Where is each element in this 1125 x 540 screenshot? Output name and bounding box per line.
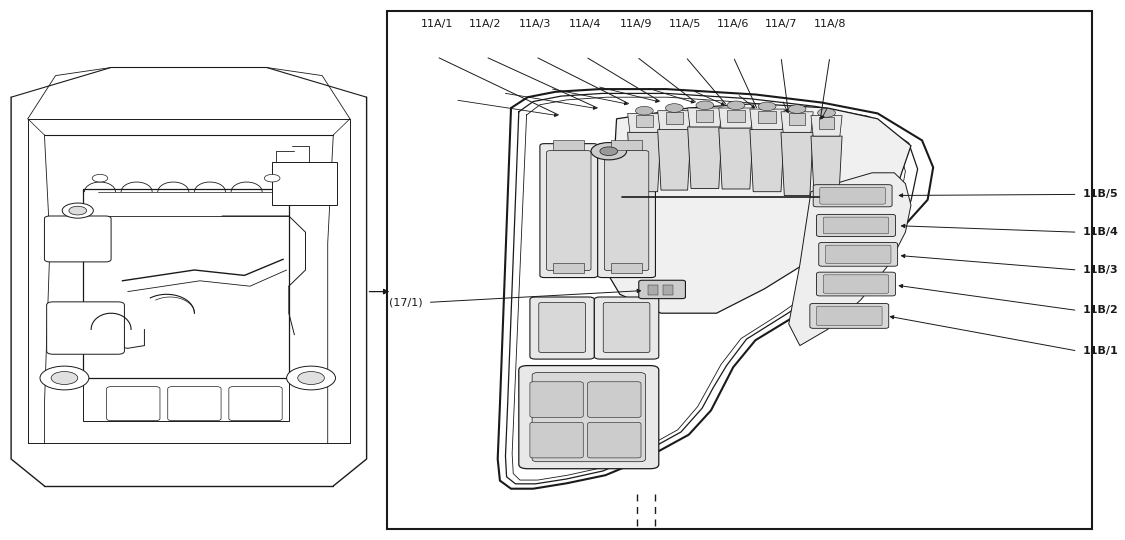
Polygon shape xyxy=(497,89,933,489)
Polygon shape xyxy=(628,132,662,192)
Circle shape xyxy=(818,109,836,117)
Circle shape xyxy=(636,106,654,115)
Bar xyxy=(611,263,642,273)
FancyBboxPatch shape xyxy=(540,144,597,278)
FancyBboxPatch shape xyxy=(817,306,882,326)
Bar xyxy=(664,285,673,295)
Bar xyxy=(666,112,683,124)
FancyBboxPatch shape xyxy=(532,373,646,462)
Bar xyxy=(758,111,776,123)
Polygon shape xyxy=(811,136,843,200)
Bar xyxy=(728,110,745,122)
Text: 11B/1: 11B/1 xyxy=(1083,346,1119,356)
Polygon shape xyxy=(750,109,784,130)
FancyBboxPatch shape xyxy=(46,302,125,354)
Polygon shape xyxy=(628,113,662,132)
Text: 11A/4: 11A/4 xyxy=(569,19,602,29)
Bar xyxy=(554,140,584,150)
Polygon shape xyxy=(789,173,911,346)
Circle shape xyxy=(298,372,324,384)
Polygon shape xyxy=(687,127,722,188)
Polygon shape xyxy=(750,130,784,192)
Text: 11A/8: 11A/8 xyxy=(813,19,846,29)
FancyBboxPatch shape xyxy=(168,387,222,421)
Circle shape xyxy=(62,203,93,218)
FancyBboxPatch shape xyxy=(539,302,585,353)
Text: 11A/2: 11A/2 xyxy=(469,19,502,29)
Bar xyxy=(387,11,1092,529)
FancyBboxPatch shape xyxy=(604,151,649,271)
Text: 11B/4: 11B/4 xyxy=(1083,227,1119,237)
Circle shape xyxy=(758,102,776,111)
Circle shape xyxy=(40,366,89,390)
FancyBboxPatch shape xyxy=(587,382,641,417)
Circle shape xyxy=(789,105,806,113)
Text: 11A/3: 11A/3 xyxy=(520,19,551,29)
FancyBboxPatch shape xyxy=(826,245,891,264)
Bar xyxy=(636,115,652,127)
Polygon shape xyxy=(658,111,691,130)
Bar xyxy=(554,263,584,273)
Text: 11A/7: 11A/7 xyxy=(765,19,798,29)
FancyBboxPatch shape xyxy=(597,144,656,278)
FancyBboxPatch shape xyxy=(530,382,583,417)
Text: (17/1): (17/1) xyxy=(388,298,422,307)
Polygon shape xyxy=(605,104,911,313)
Text: 11B/5: 11B/5 xyxy=(1083,190,1118,199)
FancyBboxPatch shape xyxy=(228,387,282,421)
Bar xyxy=(272,162,336,205)
Circle shape xyxy=(666,104,683,112)
Bar xyxy=(819,117,835,129)
Circle shape xyxy=(727,101,745,110)
FancyBboxPatch shape xyxy=(824,217,889,234)
Polygon shape xyxy=(687,108,722,127)
FancyBboxPatch shape xyxy=(639,280,685,299)
Bar xyxy=(648,285,658,295)
Circle shape xyxy=(591,143,627,160)
Text: 11B/2: 11B/2 xyxy=(1083,306,1119,315)
FancyBboxPatch shape xyxy=(820,187,885,204)
Circle shape xyxy=(287,366,335,390)
Circle shape xyxy=(600,147,618,156)
FancyBboxPatch shape xyxy=(819,242,898,266)
Bar xyxy=(789,113,806,125)
FancyBboxPatch shape xyxy=(107,387,160,421)
FancyBboxPatch shape xyxy=(824,275,889,293)
Bar xyxy=(611,140,642,150)
Text: 11B/3: 11B/3 xyxy=(1083,265,1118,275)
FancyBboxPatch shape xyxy=(817,214,896,237)
Polygon shape xyxy=(658,130,691,190)
Text: 11A/9: 11A/9 xyxy=(620,19,652,29)
Polygon shape xyxy=(781,112,813,132)
Polygon shape xyxy=(811,116,843,136)
Circle shape xyxy=(264,174,280,182)
Circle shape xyxy=(92,174,108,182)
FancyBboxPatch shape xyxy=(594,297,659,359)
Circle shape xyxy=(69,206,87,215)
FancyBboxPatch shape xyxy=(519,366,659,469)
Text: 11A/1: 11A/1 xyxy=(421,19,452,29)
Bar xyxy=(696,110,713,122)
FancyBboxPatch shape xyxy=(44,216,111,262)
Polygon shape xyxy=(781,132,813,195)
FancyBboxPatch shape xyxy=(817,272,896,296)
Polygon shape xyxy=(719,108,754,128)
FancyBboxPatch shape xyxy=(530,422,583,458)
Circle shape xyxy=(696,101,713,110)
Polygon shape xyxy=(719,128,754,189)
Circle shape xyxy=(51,372,78,384)
FancyBboxPatch shape xyxy=(810,303,889,328)
FancyBboxPatch shape xyxy=(813,185,892,207)
FancyBboxPatch shape xyxy=(603,302,650,353)
Text: 11A/6: 11A/6 xyxy=(717,19,749,29)
FancyBboxPatch shape xyxy=(587,422,641,458)
FancyBboxPatch shape xyxy=(547,151,591,271)
FancyBboxPatch shape xyxy=(530,297,594,359)
Text: 11A/5: 11A/5 xyxy=(669,19,702,29)
